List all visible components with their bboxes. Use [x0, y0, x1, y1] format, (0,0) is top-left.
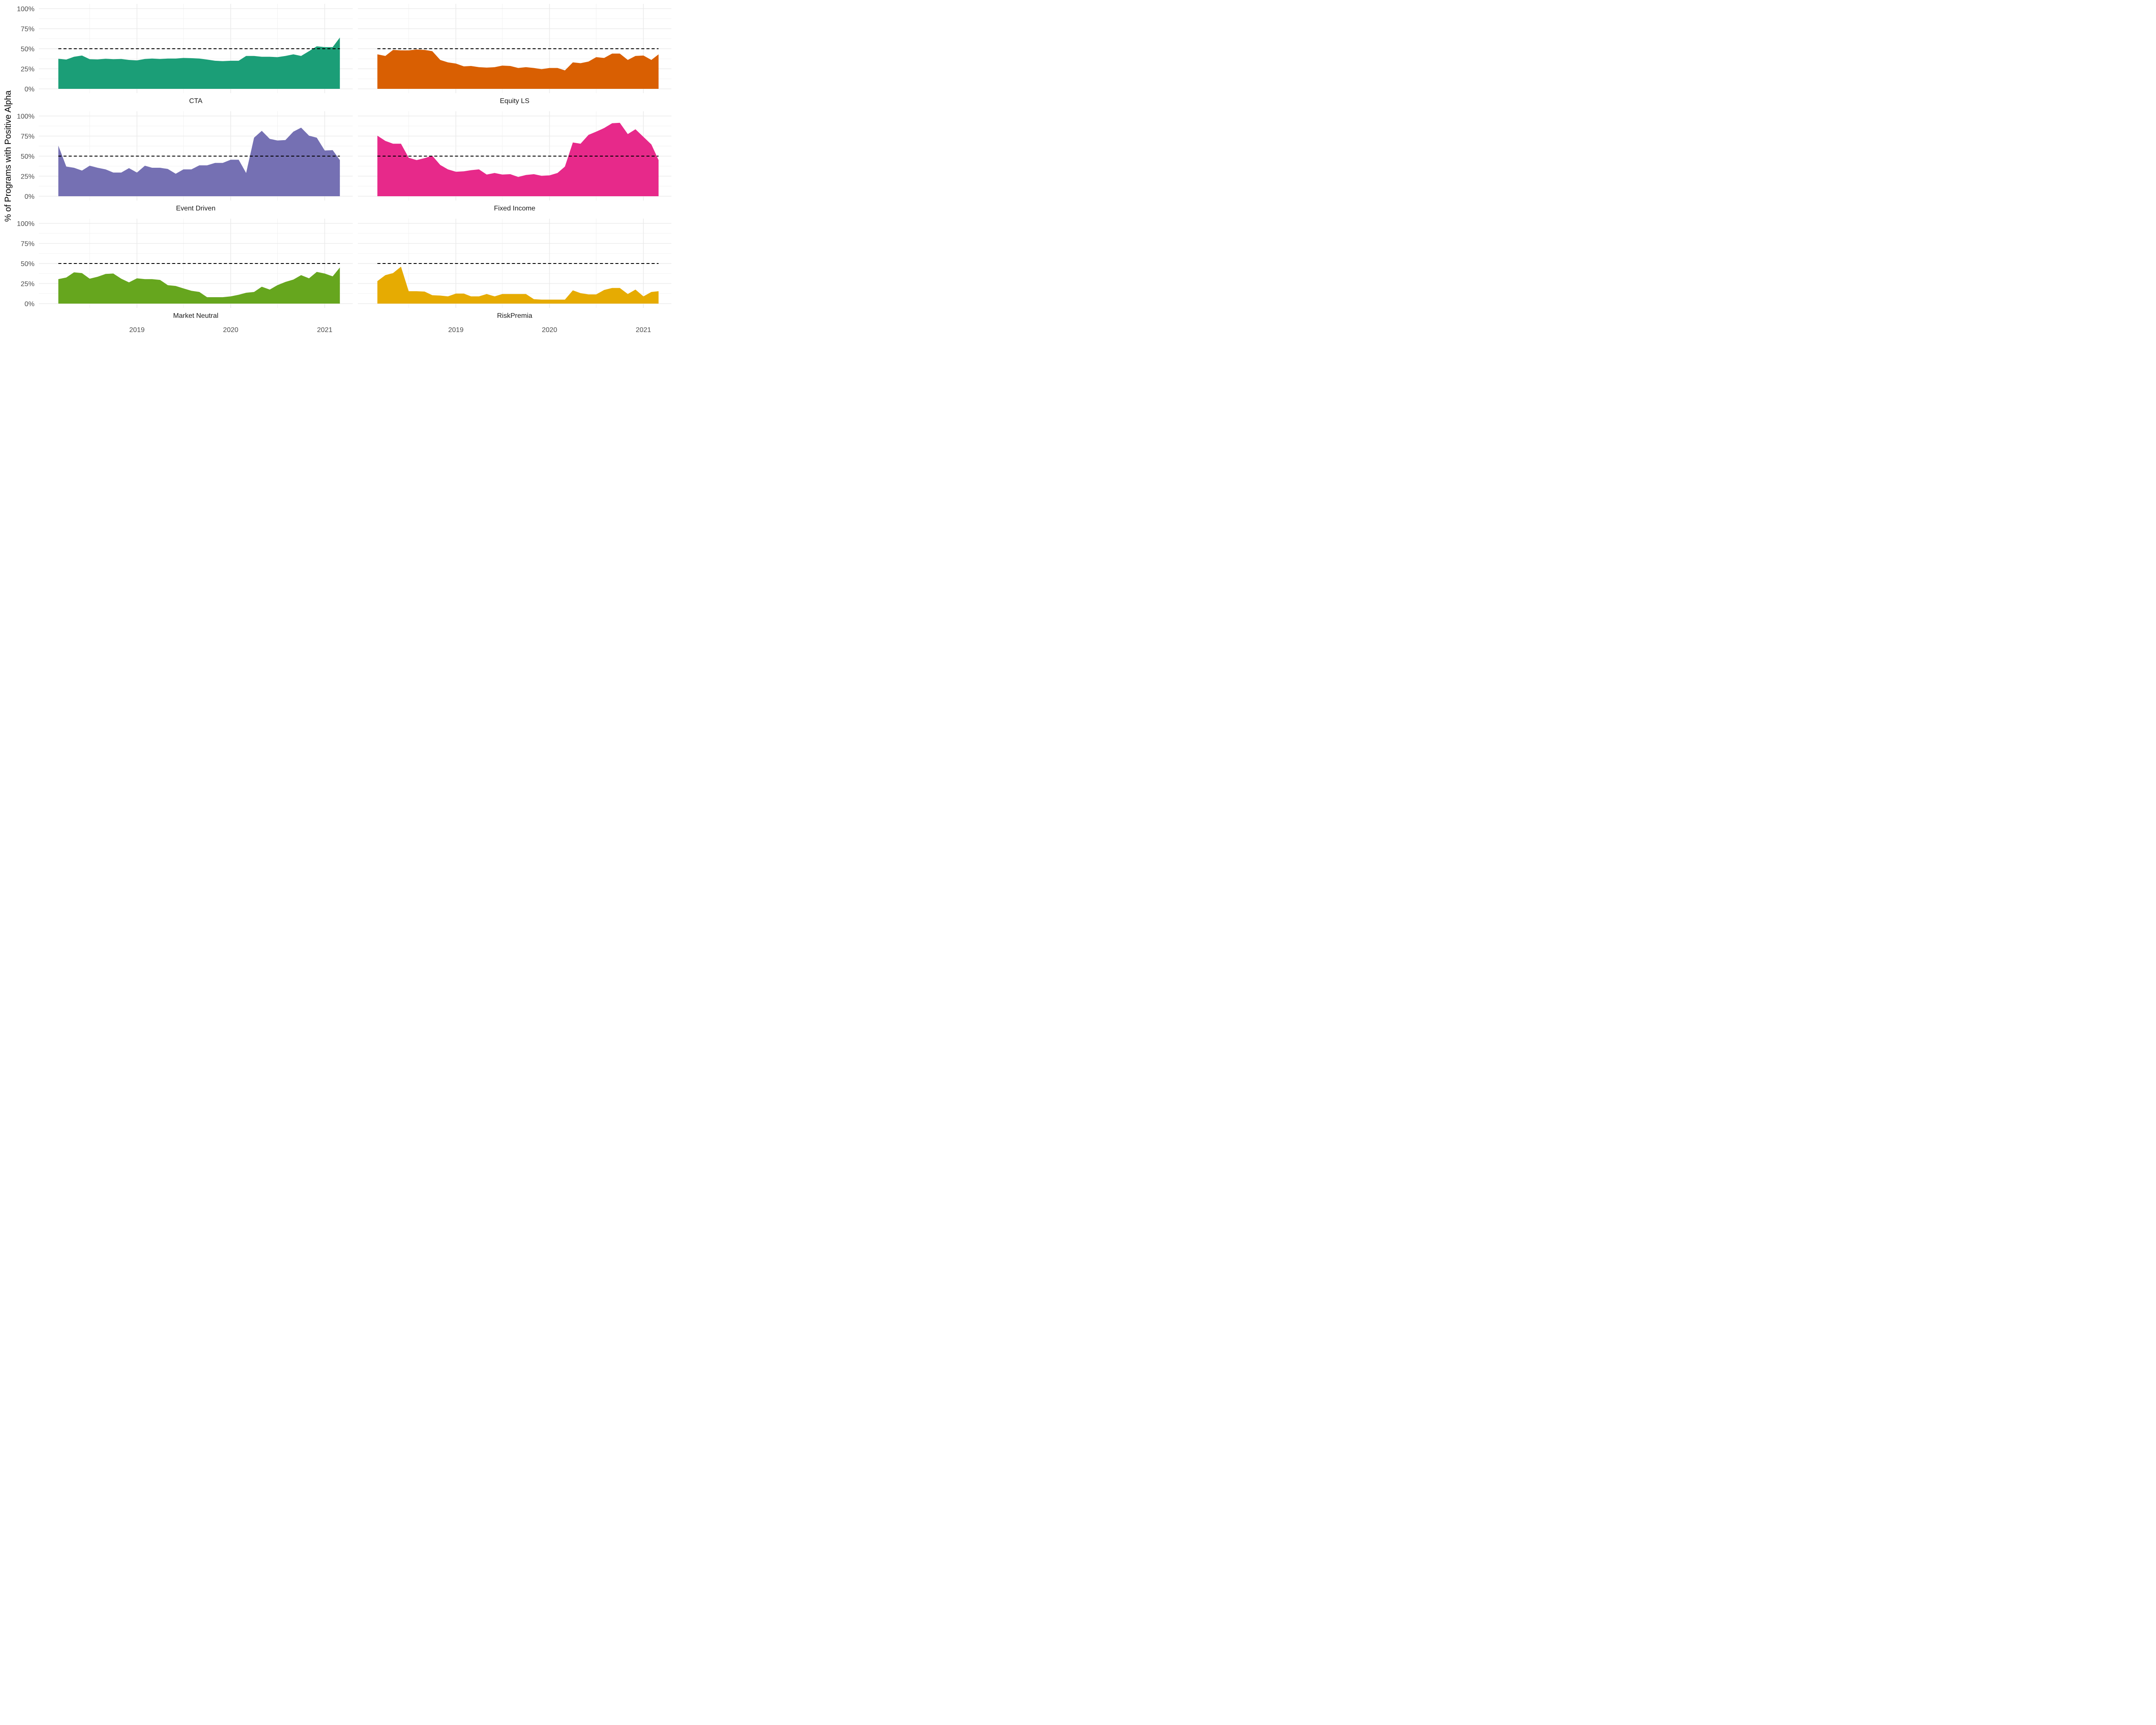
x-tick-label: 2021 [317, 326, 332, 334]
area-cta [58, 38, 340, 89]
y-tick-label: 50% [21, 153, 34, 160]
panel-cta: CTA 0% 25% 50% 75% 100% [17, 4, 353, 105]
area-equity-ls [377, 49, 659, 89]
y-tick-label: 75% [21, 133, 34, 141]
y-tick-label: 25% [21, 66, 34, 73]
x-tick-label: 2020 [223, 326, 238, 334]
area-riskpremia [377, 267, 659, 304]
y-tick-label: 0% [25, 301, 34, 308]
y-tick-label: 0% [25, 193, 34, 201]
y-tick-label: 75% [21, 241, 34, 248]
area-fixed-income [377, 122, 659, 196]
x-tick-label: 2019 [129, 326, 145, 334]
area-market-neutral [58, 267, 340, 304]
y-tick-label: 25% [21, 281, 34, 288]
panel-equity-ls: Equity LS [358, 4, 671, 105]
facet-label: Fixed Income [494, 205, 535, 212]
facet-label: CTA [189, 97, 203, 105]
panel-market-neutral: Market Neutral 0% 25% 50% 75% 100% 2019 2020 202… [17, 219, 353, 334]
x-tick-label: 2020 [542, 326, 558, 334]
area-event-driven [58, 128, 340, 196]
panel-event-driven: Event Driven 0% 25% 50% 75% 100% [17, 111, 353, 212]
y-tick-label: 0% [25, 86, 34, 93]
y-tick-label: 75% [21, 26, 34, 33]
faceted-area-chart: % of Programs with Positive Alpha CTA 0% 2… [3, 4, 671, 334]
facet-label: Equity LS [500, 97, 529, 105]
panel-riskpremia: RiskPremia 2019 2020 2021 [358, 219, 671, 334]
y-tick-label: 100% [17, 6, 34, 13]
y-tick-label: 50% [21, 46, 34, 53]
facet-label: Event Driven [176, 205, 216, 212]
panel-fixed-income: Fixed Income [358, 111, 671, 212]
y-tick-label: 100% [17, 113, 34, 120]
panels: CTA 0% 25% 50% 75% 100% Equity LS Event Driven 0… [17, 4, 671, 334]
facet-label: RiskPremia [497, 312, 533, 320]
y-axis-title: % of Programs with Positive Alpha [3, 90, 13, 222]
y-tick-label: 100% [17, 220, 34, 228]
facet-label: Market Neutral [173, 312, 219, 320]
y-tick-label: 25% [21, 173, 34, 181]
x-tick-label: 2021 [636, 326, 651, 334]
y-tick-label: 50% [21, 260, 34, 268]
x-tick-label: 2019 [448, 326, 464, 334]
